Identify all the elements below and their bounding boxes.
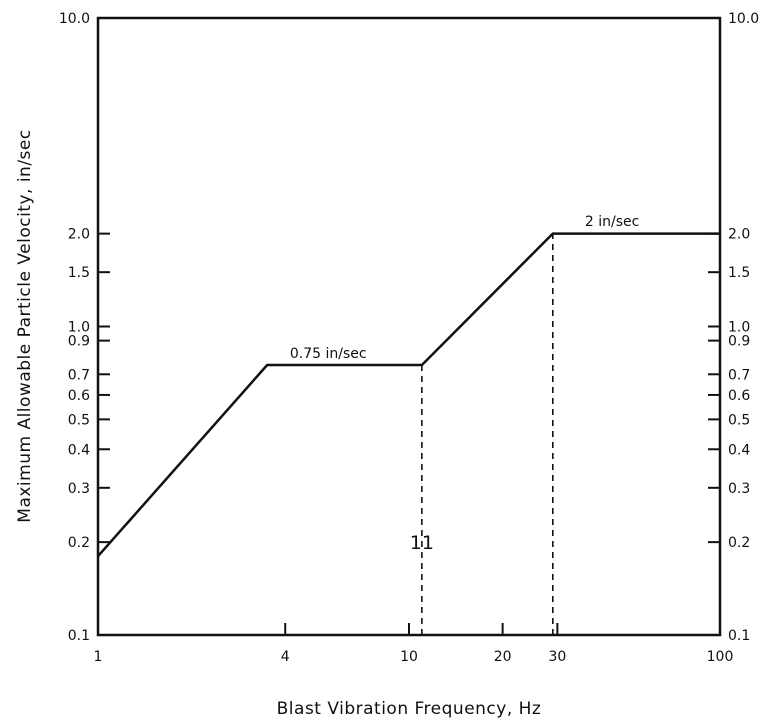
y-axis-title: Maximum Allowable Particle Velocity, in/… [15, 129, 35, 522]
chart-annotation: 0.75 in/sec [290, 346, 367, 362]
y-tick-label-right: 10.0 [728, 11, 759, 27]
annotation-layer: 0.75 in/sec 2 in/sec 11 [290, 214, 639, 554]
chart-annotation: 11 [410, 532, 434, 554]
y-tick-label-right: 0.6 [728, 388, 750, 404]
x-tick-label: 10 [400, 649, 418, 665]
y-tick-label-left: 0.2 [68, 535, 90, 551]
y-tick-label-right: 0.3 [728, 481, 750, 497]
x-tick-label: 4 [281, 649, 290, 665]
y-tick-label-left: 0.6 [68, 388, 90, 404]
y-tick-label-left: 0.5 [68, 412, 90, 428]
x-tick-label: 100 [707, 649, 734, 665]
y-tick-label-left: 0.7 [68, 367, 90, 383]
y-tick-label-left: 2.0 [68, 227, 90, 243]
y-tick-label-right: 0.5 [728, 412, 750, 428]
y-tick-label-left: 0.9 [68, 334, 90, 350]
x-tick-label: 1 [94, 649, 103, 665]
y-tick-label-right: 0.1 [728, 628, 750, 644]
tick-layer: 1 4 10 20 30 100 0.1 0.1 0.2 0.2 0.3 0.3 0.4 0.4 0.5 0.… [59, 11, 759, 665]
reference-lines [421, 233, 554, 635]
y-tick-label-right: 0.7 [728, 367, 750, 383]
x-tick-label: 30 [548, 649, 566, 665]
y-tick-label-right: 2.0 [728, 227, 750, 243]
y-tick-label-right: 0.4 [728, 442, 750, 458]
chart-annotation: 2 in/sec [585, 214, 639, 230]
x-axis-title: Blast Vibration Frequency, Hz [277, 699, 542, 719]
y-tick-label-left: 0.1 [68, 628, 90, 644]
y-tick-label-left: 1.5 [68, 265, 90, 281]
y-tick-label-left: 10.0 [59, 11, 90, 27]
y-tick-label-left: 0.4 [68, 442, 90, 458]
y-tick-label-left: 0.3 [68, 481, 90, 497]
series-layer [97, 232, 720, 558]
y-tick-label-right: 1.0 [728, 320, 750, 336]
y-tick-label-right: 1.5 [728, 265, 750, 281]
x-tick-label: 20 [494, 649, 512, 665]
y-tick-label-right: 0.2 [728, 535, 750, 551]
y-tick-label-left: 1.0 [68, 320, 90, 336]
velocity-limit-line [97, 232, 720, 558]
y-tick-label-right: 0.9 [728, 334, 750, 350]
